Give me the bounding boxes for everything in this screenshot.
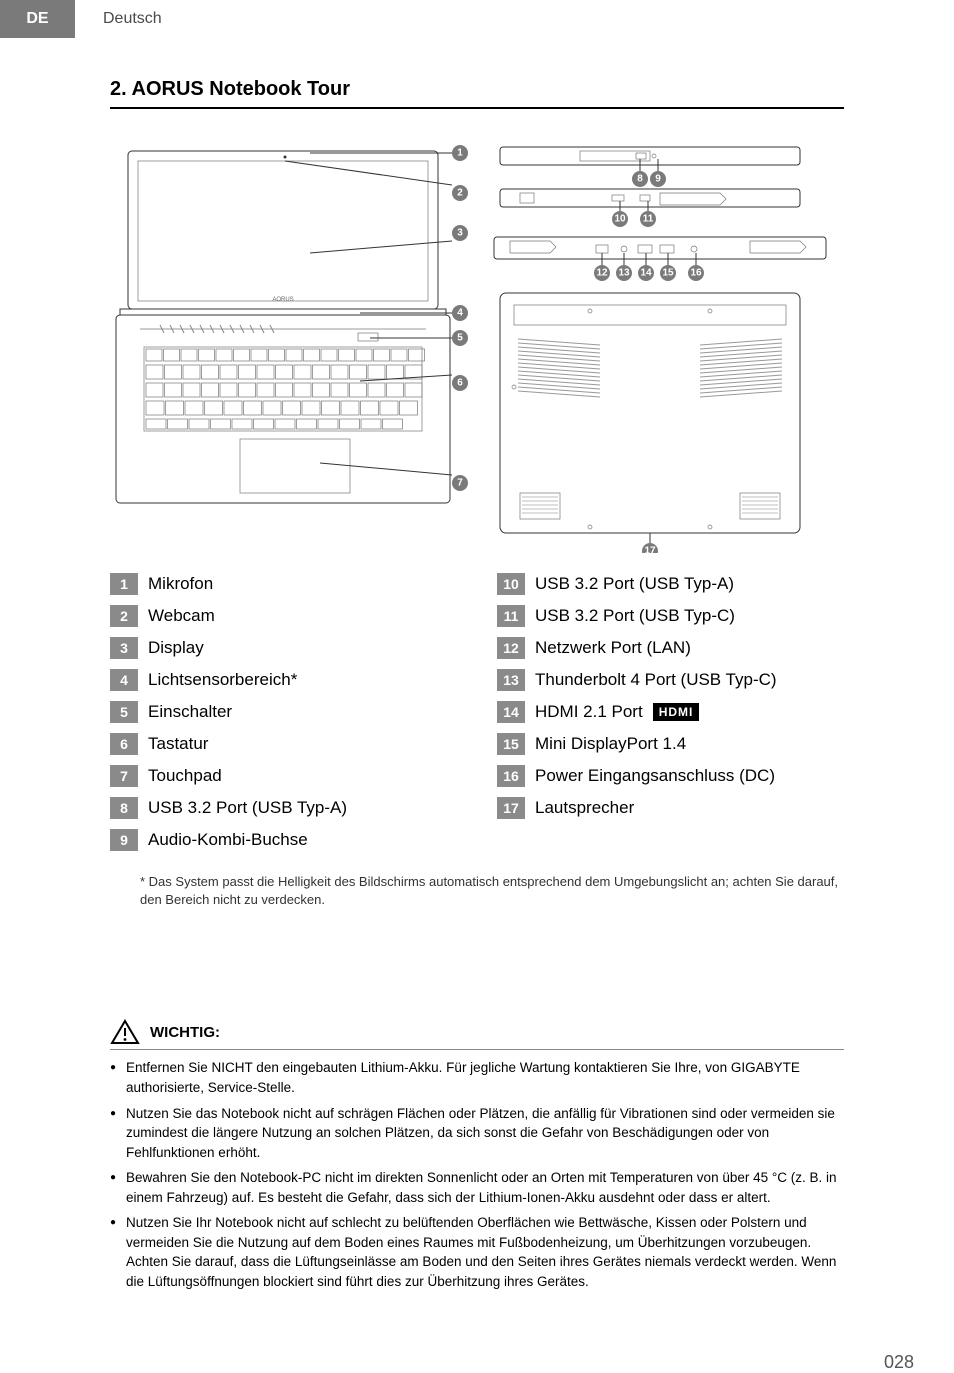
language-name: Deutsch — [75, 0, 162, 38]
legend-label: Mini DisplayPort 1.4 — [535, 734, 686, 754]
legend-number: 3 — [110, 637, 138, 659]
legend-label: Power Eingangsanschluss (DC) — [535, 766, 775, 786]
svg-text:13: 13 — [618, 268, 630, 279]
page-header: DE Deutsch — [0, 0, 954, 38]
legend-number: 5 — [110, 701, 138, 723]
page-content: 2. AORUS Notebook Tour — [0, 38, 954, 1328]
legend-number: 4 — [110, 669, 138, 691]
legend-row: 16 Power Eingangsanschluss (DC) — [497, 765, 844, 787]
laptop-front-diagram: AORUS 1 2 3 4 5 6 7 — [110, 133, 470, 553]
svg-text:16: 16 — [690, 268, 702, 279]
legend-number: 8 — [110, 797, 138, 819]
legend-row: 5 Einschalter — [110, 701, 457, 723]
page-number: 028 — [0, 1328, 954, 1373]
legend-row: 2 Webcam — [110, 605, 457, 627]
legend-number: 11 — [497, 605, 525, 627]
svg-text:9: 9 — [655, 174, 661, 185]
svg-text:15: 15 — [662, 268, 674, 279]
legend-row: 6 Tastatur — [110, 733, 457, 755]
legend-row: 12 Netzwerk Port (LAN) — [497, 637, 844, 659]
legend-label: Webcam — [148, 606, 215, 626]
important-block: WICHTIG: Entfernen Sie NICHT den eingeba… — [110, 1019, 844, 1291]
legend-right-column: 10 USB 3.2 Port (USB Typ-A) 11 USB 3.2 Port… — [497, 573, 844, 861]
legend-row: 14 HDMI 2.1 Port HDMI — [497, 701, 844, 723]
svg-text:AORUS: AORUS — [272, 297, 293, 303]
legend-number: 13 — [497, 669, 525, 691]
legend-row: 8 USB 3.2 Port (USB Typ-A) — [110, 797, 457, 819]
legend-label: Lautsprecher — [535, 798, 634, 818]
svg-text:1: 1 — [457, 148, 463, 159]
legend-label: Display — [148, 638, 204, 658]
important-item: Nutzen Sie das Notebook nicht auf schräg… — [110, 1104, 844, 1163]
important-item: Entfernen Sie NICHT den eingebauten Lith… — [110, 1058, 844, 1097]
svg-text:11: 11 — [643, 214, 654, 225]
important-list: Entfernen Sie NICHT den eingebauten Lith… — [110, 1058, 844, 1291]
svg-text:14: 14 — [640, 268, 652, 279]
legend-label: Lichtsensorbereich* — [148, 670, 297, 690]
legend-row: 17 Lautsprecher — [497, 797, 844, 819]
svg-text:3: 3 — [457, 228, 463, 239]
laptop-sides-diagram: 8 9 10 11 12 13 14 15 16 17 — [490, 133, 830, 553]
legend-row: 10 USB 3.2 Port (USB Typ-A) — [497, 573, 844, 595]
legend-table: 1 Mikrofon 2 Webcam 3 Display 4 Lichtsensorbere… — [110, 573, 844, 861]
legend-label: Audio-Kombi-Buchse — [148, 830, 308, 850]
legend-label: Mikrofon — [148, 574, 213, 594]
section-title: 2. AORUS Notebook Tour — [110, 78, 844, 109]
legend-row: 3 Display — [110, 637, 457, 659]
svg-text:7: 7 — [457, 478, 463, 489]
svg-text:6: 6 — [457, 378, 463, 389]
legend-label: USB 3.2 Port (USB Typ-A) — [535, 574, 734, 594]
legend-number: 7 — [110, 765, 138, 787]
legend-number: 14 — [497, 701, 525, 723]
legend-number: 2 — [110, 605, 138, 627]
legend-row: 15 Mini DisplayPort 1.4 — [497, 733, 844, 755]
legend-row: 9 Audio-Kombi-Buchse — [110, 829, 457, 851]
legend-label: Einschalter — [148, 702, 232, 722]
legend-number: 16 — [497, 765, 525, 787]
legend-number: 1 — [110, 573, 138, 595]
footnote-text: * Das System passt die Helligkeit des Bi… — [140, 873, 844, 909]
legend-number: 6 — [110, 733, 138, 755]
legend-number: 15 — [497, 733, 525, 755]
svg-text:10: 10 — [614, 214, 626, 225]
important-item: Bewahren Sie den Notebook-PC nicht im di… — [110, 1168, 844, 1207]
legend-left-column: 1 Mikrofon 2 Webcam 3 Display 4 Lichtsensorbere… — [110, 573, 457, 861]
legend-label: USB 3.2 Port (USB Typ-C) — [535, 606, 735, 626]
svg-text:4: 4 — [457, 308, 463, 319]
svg-text:5: 5 — [457, 333, 463, 344]
legend-label: Netzwerk Port (LAN) — [535, 638, 691, 658]
legend-row: 1 Mikrofon — [110, 573, 457, 595]
warning-icon — [110, 1019, 140, 1045]
legend-row: 7 Touchpad — [110, 765, 457, 787]
legend-row: 4 Lichtsensorbereich* — [110, 669, 457, 691]
legend-label: Thunderbolt 4 Port (USB Typ-C) — [535, 670, 777, 690]
hdmi-logo: HDMI — [653, 703, 700, 721]
legend-label: Touchpad — [148, 766, 222, 786]
svg-text:8: 8 — [637, 174, 643, 185]
legend-label: USB 3.2 Port (USB Typ-A) — [148, 798, 347, 818]
important-item: Nutzen Sie Ihr Notebook nicht auf schlec… — [110, 1213, 844, 1291]
svg-text:17: 17 — [644, 546, 656, 554]
important-label: WICHTIG: — [150, 1022, 220, 1044]
svg-text:12: 12 — [596, 268, 608, 279]
language-tab: DE — [0, 0, 75, 38]
legend-number: 9 — [110, 829, 138, 851]
legend-number: 10 — [497, 573, 525, 595]
legend-label: Tastatur — [148, 734, 208, 754]
legend-row: 13 Thunderbolt 4 Port (USB Typ-C) — [497, 669, 844, 691]
legend-number: 17 — [497, 797, 525, 819]
legend-row: 11 USB 3.2 Port (USB Typ-C) — [497, 605, 844, 627]
legend-label: HDMI 2.1 Port — [535, 702, 643, 722]
legend-number: 12 — [497, 637, 525, 659]
svg-text:2: 2 — [457, 188, 463, 199]
diagram-row: AORUS 1234567 — [110, 133, 844, 553]
